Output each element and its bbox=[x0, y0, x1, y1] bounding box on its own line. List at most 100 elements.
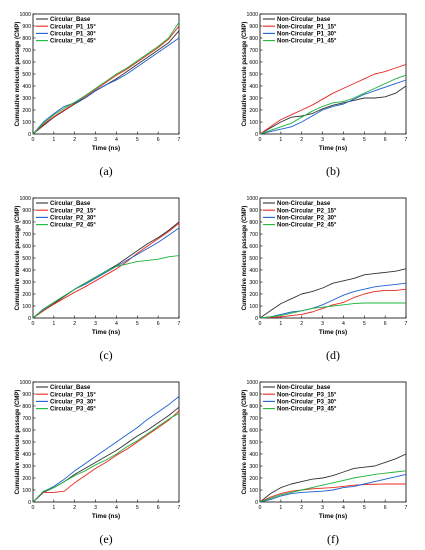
y-tick-label: 900 bbox=[22, 392, 31, 398]
y-tick-label: 500 bbox=[22, 256, 31, 262]
y-tick-label: 400 bbox=[22, 84, 31, 90]
x-tick-label: 3 bbox=[94, 505, 97, 511]
x-tick-label: 3 bbox=[321, 137, 324, 143]
x-tick-label: 4 bbox=[342, 505, 345, 511]
x-tick-label: 0 bbox=[32, 321, 35, 327]
x-tick-label: 1 bbox=[52, 505, 55, 511]
x-tick-label: 4 bbox=[115, 505, 118, 511]
legend-label: Non-Circular_P1_15° bbox=[277, 24, 337, 30]
y-tick-label: 300 bbox=[249, 280, 258, 286]
x-tick-label: 1 bbox=[279, 505, 282, 511]
y-tick-label: 800 bbox=[22, 404, 31, 410]
legend-label: Circular_P1_30° bbox=[50, 32, 96, 38]
x-tick-label: 5 bbox=[363, 321, 366, 327]
y-tick-label: 600 bbox=[22, 428, 31, 434]
y-tick-label: 200 bbox=[22, 108, 31, 114]
series-line bbox=[259, 288, 407, 319]
y-tick-label: 600 bbox=[249, 428, 258, 434]
x-tick-label: 2 bbox=[300, 137, 303, 143]
legend-label: Non-Circular_P1_45° bbox=[277, 39, 337, 45]
y-tick-label: 300 bbox=[249, 96, 258, 102]
x-tick-label: 4 bbox=[115, 321, 118, 327]
y-tick-label: 700 bbox=[249, 416, 258, 422]
x-tick-label: 0 bbox=[32, 505, 35, 511]
legend-label: Circular_P2_15° bbox=[50, 208, 96, 214]
x-tick-label: 1 bbox=[52, 321, 55, 327]
y-tick-label: 200 bbox=[249, 476, 258, 482]
series-line bbox=[259, 470, 407, 503]
x-tick-label: 2 bbox=[73, 137, 76, 143]
panel-caption: (e) bbox=[99, 532, 113, 546]
y-tick-label: 900 bbox=[249, 208, 258, 214]
legend-label: Non-Circular_P3_45° bbox=[277, 407, 337, 413]
x-tick-label: 7 bbox=[178, 137, 181, 143]
y-tick-label: 900 bbox=[249, 24, 258, 30]
y-tick-label: 100 bbox=[249, 304, 258, 310]
x-tick-label: 0 bbox=[259, 505, 262, 511]
series-line bbox=[259, 473, 407, 503]
chart-panel: 0 100 200 300 400 500 600 700 800 900 1000 0 1 2 3 4 5 6 7… bbox=[15, 196, 181, 336]
legend-label: Non-Circular_base bbox=[277, 201, 331, 207]
y-axis-label: Cumulative molecule passage (CMP) bbox=[15, 390, 21, 495]
y-tick-label: 400 bbox=[22, 268, 31, 274]
y-tick-label: 200 bbox=[249, 108, 258, 114]
y-axis-label: Cumulative molecule passage (CMP) bbox=[15, 22, 21, 127]
y-tick-label: 0 bbox=[28, 500, 31, 506]
x-tick-label: 4 bbox=[342, 321, 345, 327]
y-tick-label: 700 bbox=[249, 232, 258, 238]
y-tick-label: 1000 bbox=[19, 196, 31, 202]
series-line bbox=[259, 85, 407, 135]
panel-caption: (c) bbox=[99, 348, 113, 362]
y-tick-label: 300 bbox=[22, 280, 31, 286]
legend-label: Circular_P1_45° bbox=[50, 39, 96, 45]
series-line bbox=[259, 79, 407, 135]
x-tick-label: 7 bbox=[405, 137, 408, 143]
x-axis-label: Time (ns) bbox=[319, 513, 347, 520]
chart-panel: 0 100 200 300 400 500 600 700 800 900 1000 0 1 2 3 4 5 6 7… bbox=[15, 12, 181, 152]
x-tick-label: 0 bbox=[32, 137, 35, 143]
series-line bbox=[32, 227, 180, 319]
y-tick-label: 400 bbox=[249, 268, 258, 274]
y-tick-label: 800 bbox=[249, 36, 258, 42]
legend-label: Circular_P1_15° bbox=[50, 24, 96, 30]
legend-label: Circular_Base bbox=[50, 201, 91, 207]
legend-label: Non-Circular_base bbox=[277, 17, 331, 23]
series-line bbox=[259, 268, 407, 319]
y-tick-label: 100 bbox=[22, 304, 31, 310]
x-tick-label: 6 bbox=[384, 137, 387, 143]
x-tick-label: 7 bbox=[405, 505, 408, 511]
chart-panel: 0 100 200 300 400 500 600 700 800 900 1000 0 1 2 3 4 5 6 7… bbox=[242, 380, 408, 520]
x-axis-label: Time (ns) bbox=[319, 145, 347, 152]
series-line bbox=[32, 37, 180, 135]
x-tick-label: 7 bbox=[405, 321, 408, 327]
x-tick-label: 3 bbox=[321, 505, 324, 511]
y-tick-label: 100 bbox=[249, 120, 258, 126]
y-tick-label: 300 bbox=[249, 464, 258, 470]
y-tick-label: 600 bbox=[22, 244, 31, 250]
series-line bbox=[259, 63, 407, 135]
series-line bbox=[32, 22, 180, 135]
chart-panel: 0 100 200 300 400 500 600 700 800 900 1000 0 1 2 3 4 5 6 7… bbox=[15, 380, 181, 520]
y-tick-label: 400 bbox=[249, 84, 258, 90]
panel-caption: (b) bbox=[326, 164, 340, 178]
x-tick-label: 3 bbox=[94, 137, 97, 143]
y-tick-label: 1000 bbox=[246, 196, 258, 202]
x-tick-label: 2 bbox=[300, 505, 303, 511]
y-tick-label: 500 bbox=[249, 440, 258, 446]
panel-caption: (f) bbox=[327, 532, 339, 546]
x-tick-label: 7 bbox=[178, 505, 181, 511]
x-tick-label: 1 bbox=[279, 137, 282, 143]
y-tick-label: 500 bbox=[22, 440, 31, 446]
series-line bbox=[259, 302, 406, 319]
y-tick-label: 0 bbox=[255, 316, 258, 322]
y-tick-label: 200 bbox=[249, 292, 258, 298]
y-tick-label: 1000 bbox=[246, 12, 258, 18]
y-tick-label: 200 bbox=[22, 476, 31, 482]
legend-label: Circular_P2_45° bbox=[50, 223, 96, 229]
y-tick-label: 700 bbox=[249, 48, 258, 54]
x-tick-label: 7 bbox=[178, 321, 181, 327]
y-tick-label: 800 bbox=[249, 220, 258, 226]
